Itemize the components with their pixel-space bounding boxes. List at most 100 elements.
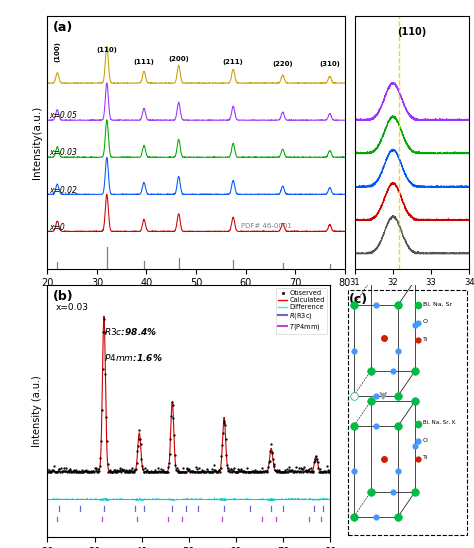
Point xyxy=(323,462,330,471)
Point xyxy=(165,459,173,467)
Point xyxy=(283,467,290,476)
Point xyxy=(137,439,145,448)
Point xyxy=(310,467,317,476)
Point xyxy=(282,467,290,476)
Point xyxy=(259,466,267,475)
Point xyxy=(305,465,313,473)
Point xyxy=(229,467,237,476)
Point xyxy=(159,465,166,474)
Point xyxy=(58,467,66,476)
Point xyxy=(157,465,165,474)
Point xyxy=(229,465,237,474)
Point xyxy=(261,466,268,475)
Point xyxy=(64,467,71,476)
Point xyxy=(161,467,169,476)
Point xyxy=(181,467,189,476)
Point xyxy=(281,466,289,475)
Point xyxy=(209,467,216,476)
Point xyxy=(54,467,62,476)
Point xyxy=(226,467,234,476)
Point xyxy=(66,464,74,473)
Point xyxy=(279,467,287,476)
Point xyxy=(114,467,121,476)
Point xyxy=(78,466,86,475)
Point xyxy=(118,466,126,475)
Point xyxy=(203,466,210,475)
Text: (310): (310) xyxy=(319,61,340,67)
Point xyxy=(291,467,299,476)
Point xyxy=(126,467,133,476)
Point xyxy=(92,466,100,475)
Point xyxy=(90,466,97,475)
Point xyxy=(278,467,285,476)
Point xyxy=(255,467,263,476)
Point xyxy=(295,464,302,472)
Point xyxy=(231,467,238,476)
Point xyxy=(47,467,55,476)
Text: O: O xyxy=(422,438,428,443)
Point xyxy=(158,467,166,476)
Point xyxy=(307,464,314,472)
Point xyxy=(145,467,152,476)
Point xyxy=(90,467,98,476)
Point xyxy=(297,467,304,476)
Point xyxy=(135,435,143,443)
Point xyxy=(183,464,191,473)
Point xyxy=(174,467,182,476)
Point xyxy=(136,435,144,444)
Point xyxy=(317,467,324,476)
Point xyxy=(65,467,73,476)
Point xyxy=(107,467,115,476)
Point xyxy=(179,467,186,476)
Point xyxy=(303,467,311,476)
Point xyxy=(286,466,294,475)
Point xyxy=(305,465,312,474)
Point xyxy=(227,465,235,473)
Point xyxy=(94,467,102,476)
Text: x=0.03: x=0.03 xyxy=(49,149,77,157)
Text: Ti: Ti xyxy=(422,455,428,460)
Text: (100): (100) xyxy=(55,41,60,62)
Point xyxy=(70,466,77,475)
Point xyxy=(207,467,215,476)
Point xyxy=(197,467,205,476)
Point xyxy=(53,467,60,476)
Point xyxy=(189,466,196,475)
Point xyxy=(61,466,69,475)
Point xyxy=(252,467,260,476)
Point xyxy=(302,467,310,476)
Point xyxy=(46,467,54,476)
Point xyxy=(241,467,248,476)
Point xyxy=(265,458,273,467)
Point xyxy=(128,467,136,476)
Point xyxy=(79,467,87,476)
Point xyxy=(141,464,149,473)
Point xyxy=(178,467,186,476)
Point xyxy=(140,467,147,476)
Point xyxy=(183,464,191,473)
Point xyxy=(198,467,205,476)
Point xyxy=(213,467,220,476)
Point xyxy=(316,465,324,473)
Text: Bi, Na, Sr, K: Bi, Na, Sr, K xyxy=(422,420,455,425)
Point xyxy=(101,369,109,378)
Point xyxy=(58,467,65,476)
Point xyxy=(209,467,217,476)
Point xyxy=(284,467,292,476)
Point xyxy=(277,467,284,476)
Point xyxy=(262,466,269,475)
Text: (a): (a) xyxy=(54,21,73,35)
Point xyxy=(114,467,122,476)
Point xyxy=(322,467,330,476)
Point xyxy=(132,464,140,473)
Point xyxy=(235,466,243,475)
Point xyxy=(106,467,113,476)
Point xyxy=(153,467,161,476)
Point xyxy=(124,466,131,475)
Point xyxy=(288,466,296,475)
Point xyxy=(149,467,156,476)
Point xyxy=(272,465,279,474)
Point xyxy=(125,465,133,474)
Point xyxy=(147,467,155,476)
Point xyxy=(245,467,252,476)
